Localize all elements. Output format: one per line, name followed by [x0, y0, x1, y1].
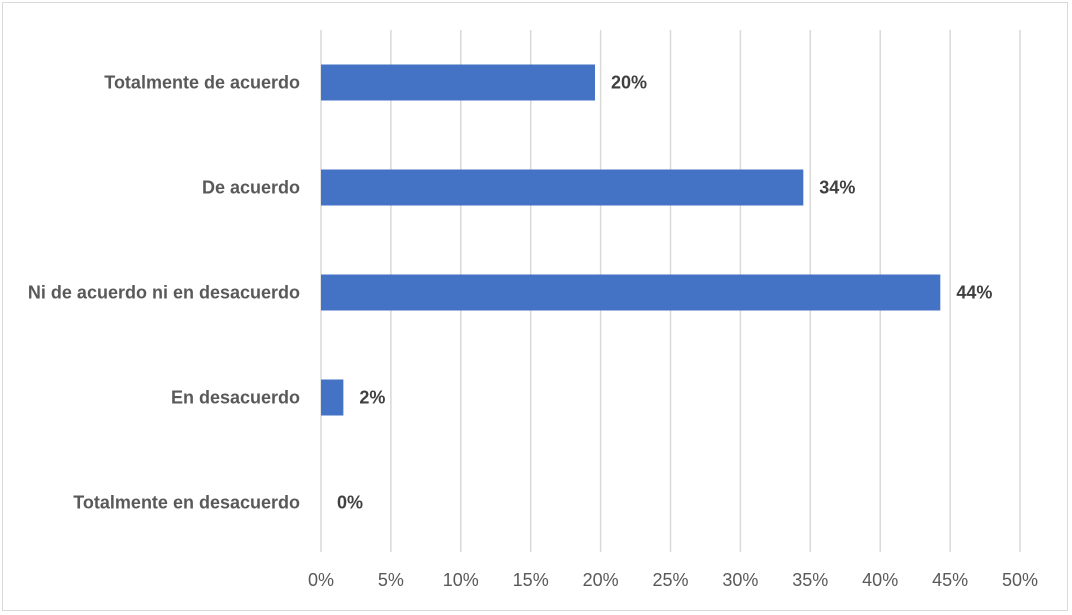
x-tick-label-6: 30% — [722, 570, 758, 590]
x-tick-label-0: 0% — [308, 570, 334, 590]
data-label-2: 44% — [956, 283, 992, 303]
category-label-3: En desacuerdo — [171, 388, 300, 408]
bar-0 — [321, 64, 596, 101]
category-label-2: Ni de acuerdo ni en desacuerdo — [28, 283, 300, 303]
x-tick-label-10: 50% — [1002, 570, 1038, 590]
category-label-1: De acuerdo — [202, 178, 300, 198]
x-tick-label-7: 35% — [792, 570, 828, 590]
data-label-3: 2% — [359, 388, 385, 408]
data-label-1: 34% — [819, 178, 855, 198]
bar-1 — [321, 169, 804, 206]
x-tick-label-4: 20% — [583, 570, 619, 590]
x-tick-label-3: 15% — [513, 570, 549, 590]
bars — [321, 64, 941, 416]
data-labels: 20% 34% 44% 2% 0% — [337, 73, 992, 513]
category-label-4: Totalmente en desacuerdo — [73, 493, 300, 513]
category-label-0: Totalmente de acuerdo — [104, 73, 300, 93]
x-tick-label-1: 5% — [378, 570, 404, 590]
x-tick-label-2: 10% — [443, 570, 479, 590]
x-tick-label-8: 40% — [862, 570, 898, 590]
data-label-4: 0% — [337, 493, 363, 513]
category-labels: Totalmente de acuerdo De acuerdo Ni de acu… — [28, 73, 300, 513]
bar-2 — [321, 274, 941, 311]
bar-3 — [321, 379, 344, 416]
x-tick-labels: 0% 5% 10% 15% 20% 25% 30% 35% 40% 45% 50% — [308, 570, 1038, 590]
data-label-0: 20% — [611, 73, 647, 93]
x-tick-label-9: 45% — [932, 570, 968, 590]
x-tick-label-5: 25% — [652, 570, 688, 590]
